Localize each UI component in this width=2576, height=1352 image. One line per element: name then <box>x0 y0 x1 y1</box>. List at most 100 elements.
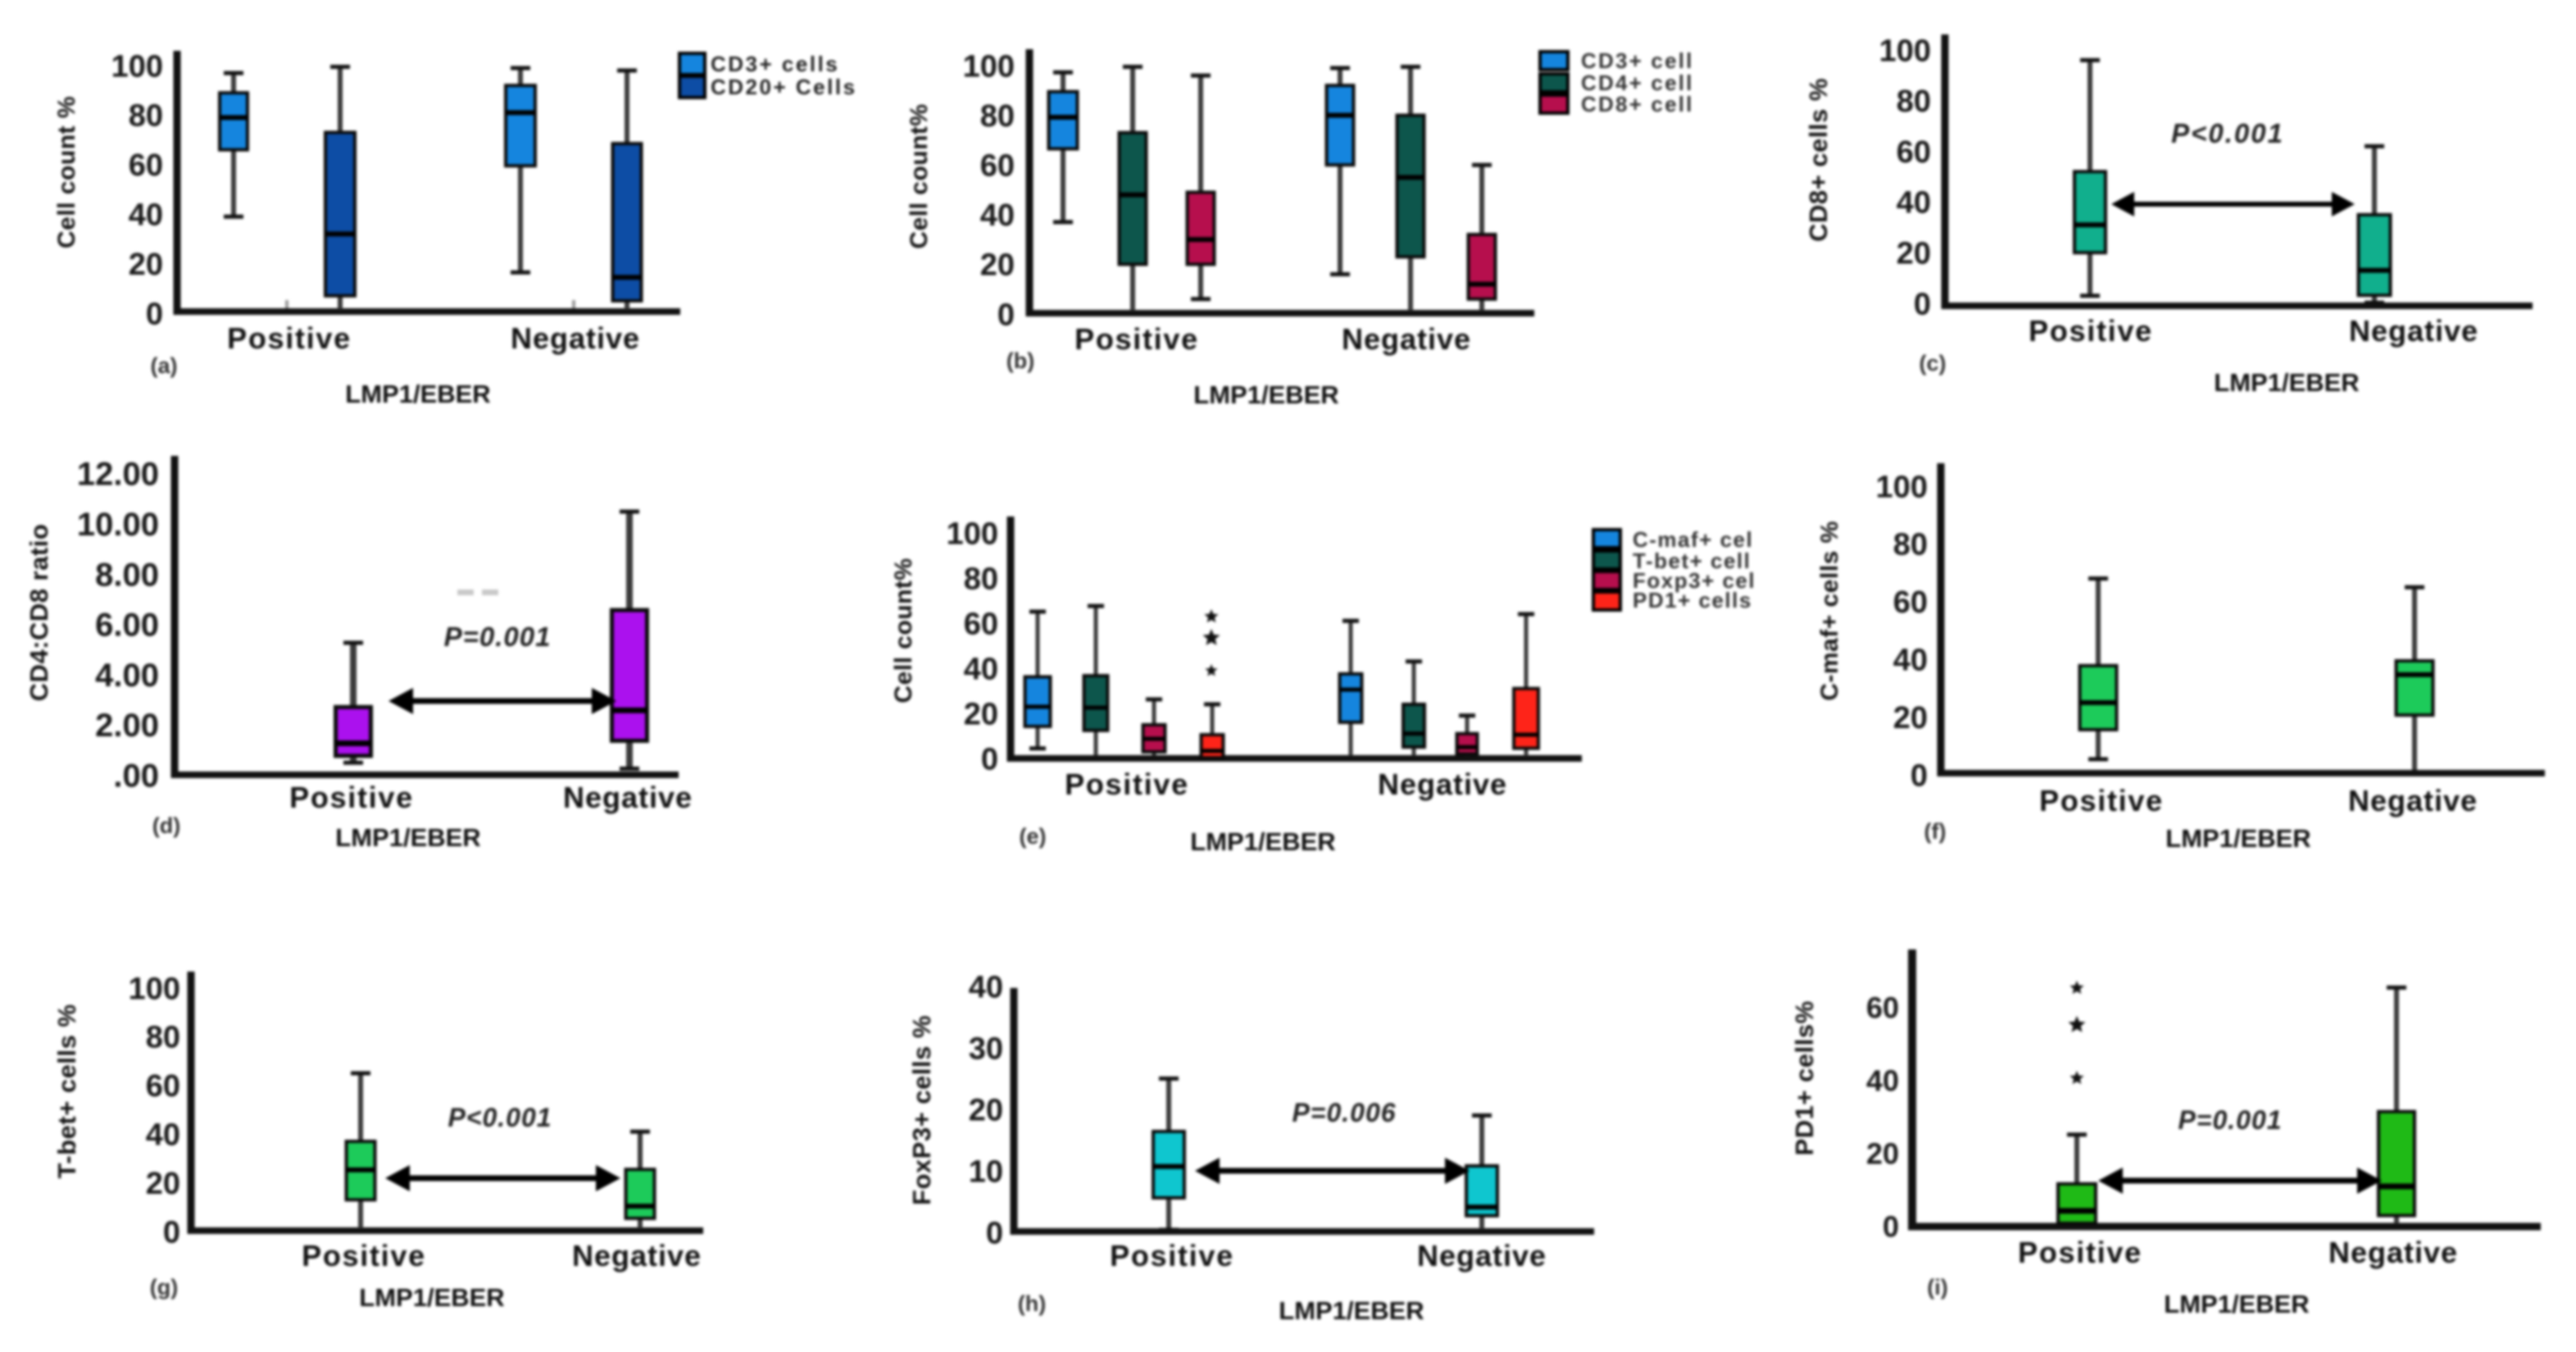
svg-text:12.00: 12.00 <box>77 457 159 493</box>
svg-text:CD4+ cell: CD4+ cell <box>1581 71 1694 95</box>
svg-text:Negative: Negative <box>572 1239 702 1272</box>
svg-text:Positive: Positive <box>2039 784 2164 817</box>
svg-text:Cell count%: Cell count% <box>890 558 917 703</box>
svg-text:20: 20 <box>1893 701 1928 735</box>
svg-text:80: 80 <box>1897 84 1931 119</box>
svg-text:(c): (c) <box>1920 351 1947 376</box>
svg-text:80: 80 <box>1893 528 1928 562</box>
svg-text:LMP1/EBER: LMP1/EBER <box>1193 380 1338 409</box>
svg-text:Negative: Negative <box>563 781 693 814</box>
svg-text:P<0.001: P<0.001 <box>448 1103 552 1132</box>
svg-text:Positive: Positive <box>2029 314 2153 348</box>
svg-text:(d): (d) <box>152 813 180 838</box>
svg-text:0: 0 <box>1914 287 1931 321</box>
svg-text:6.00: 6.00 <box>95 608 159 644</box>
svg-text:40: 40 <box>129 198 163 233</box>
svg-text:Negative: Negative <box>1342 322 1471 356</box>
svg-text:20: 20 <box>1897 237 1931 271</box>
svg-text:LMP1/EBER: LMP1/EBER <box>335 823 480 852</box>
svg-text:Positive: Positive <box>302 1239 426 1272</box>
svg-text:20: 20 <box>969 1093 1003 1127</box>
svg-text:Negative: Negative <box>511 321 640 355</box>
svg-text:Negative: Negative <box>2348 784 2478 817</box>
svg-text:100: 100 <box>963 49 1015 84</box>
svg-text:80: 80 <box>129 99 163 134</box>
svg-text:100: 100 <box>129 972 180 1006</box>
svg-text:100: 100 <box>111 49 163 84</box>
svg-text:CD3+ cells: CD3+ cells <box>711 52 839 76</box>
svg-text:60: 60 <box>129 148 163 183</box>
svg-text:Negative: Negative <box>2349 314 2478 348</box>
svg-text:40: 40 <box>146 1118 180 1153</box>
svg-text:P=0.001: P=0.001 <box>2178 1105 2282 1135</box>
svg-text:CD8+ cell: CD8+ cell <box>1581 92 1694 116</box>
svg-text:100: 100 <box>947 517 998 551</box>
svg-text:60: 60 <box>1897 135 1931 170</box>
svg-text:40: 40 <box>980 198 1015 233</box>
svg-text:20: 20 <box>1866 1137 1899 1171</box>
svg-text:LMP1/EBER: LMP1/EBER <box>345 380 490 408</box>
svg-text:C-maf+ cel: C-maf+ cel <box>1633 527 1753 552</box>
svg-text:FoxP3+ cells %: FoxP3+ cells % <box>907 1015 936 1205</box>
svg-text:40: 40 <box>964 652 998 686</box>
svg-text:T-bet+ cell: T-bet+ cell <box>1633 549 1751 573</box>
svg-text:0: 0 <box>1883 1210 1899 1244</box>
svg-text:80: 80 <box>964 562 998 596</box>
svg-text:60: 60 <box>1893 585 1928 620</box>
svg-text:30: 30 <box>969 1031 1003 1066</box>
svg-text:LMP1/EBER: LMP1/EBER <box>2165 824 2310 853</box>
svg-text:2.00: 2.00 <box>95 708 159 744</box>
svg-text:Negative: Negative <box>1417 1239 1547 1272</box>
svg-text:40: 40 <box>1897 186 1931 221</box>
svg-text:Positive: Positive <box>1074 322 1199 356</box>
svg-text:Positive: Positive <box>1110 1239 1234 1272</box>
svg-text:P<0.001: P<0.001 <box>2171 118 2284 148</box>
svg-text:20: 20 <box>980 248 1015 283</box>
svg-text:Positive: Positive <box>289 781 414 814</box>
svg-text:(b): (b) <box>1006 348 1034 373</box>
svg-text:0: 0 <box>1910 758 1928 793</box>
svg-text:Negative: Negative <box>2328 1236 2458 1269</box>
svg-text:LMP1/EBER: LMP1/EBER <box>2214 368 2359 397</box>
svg-text:.00: .00 <box>113 758 159 794</box>
svg-text:LMP1/EBER: LMP1/EBER <box>1190 827 1335 856</box>
svg-text:(h): (h) <box>1018 1291 1046 1316</box>
svg-text:(f): (f) <box>1924 819 1947 844</box>
svg-text:0: 0 <box>163 1215 180 1250</box>
svg-text:100: 100 <box>1879 34 1931 68</box>
svg-text:C-maf+ cells %: C-maf+ cells % <box>1816 521 1843 701</box>
svg-text:8.00: 8.00 <box>95 557 159 593</box>
svg-text:PD1+ cells%: PD1+ cells% <box>1790 1000 1819 1155</box>
svg-text:P=0.001: P=0.001 <box>444 621 552 652</box>
svg-text:Negative: Negative <box>1378 767 1507 801</box>
svg-text:Cell count %: Cell count % <box>53 96 80 248</box>
svg-text:(i): (i) <box>1927 1275 1947 1300</box>
svg-text:CD20+ Cells: CD20+ Cells <box>711 75 857 99</box>
svg-text:60: 60 <box>964 607 998 641</box>
svg-text:4.00: 4.00 <box>95 658 159 694</box>
svg-text:0: 0 <box>146 297 163 331</box>
svg-text:10.00: 10.00 <box>77 507 159 543</box>
svg-text:40: 40 <box>1866 1064 1899 1098</box>
svg-text:20: 20 <box>964 697 998 731</box>
svg-text:60: 60 <box>146 1069 180 1104</box>
svg-text:100: 100 <box>1876 470 1928 504</box>
svg-text:CD3+ cell: CD3+ cell <box>1581 48 1694 73</box>
svg-text:20: 20 <box>146 1167 180 1201</box>
svg-text:LMP1/EBER: LMP1/EBER <box>1279 1296 1424 1325</box>
svg-text:(a): (a) <box>151 353 178 378</box>
svg-text:P=0.006: P=0.006 <box>1292 1098 1396 1127</box>
svg-text:Positive: Positive <box>1065 767 1189 801</box>
svg-text:80: 80 <box>146 1021 180 1055</box>
svg-text:CD8+ cells %: CD8+ cells % <box>1804 78 1833 242</box>
svg-text:Positive: Positive <box>227 321 352 355</box>
svg-text:(g): (g) <box>150 1275 178 1300</box>
svg-text:T-bet+ cells %: T-bet+ cells % <box>52 1004 81 1179</box>
svg-text:LMP1/EBER: LMP1/EBER <box>359 1283 504 1312</box>
svg-text:0: 0 <box>997 298 1015 332</box>
svg-text:0: 0 <box>986 1216 1003 1250</box>
svg-text:PD1+ cells: PD1+ cells <box>1633 588 1752 612</box>
svg-text:60: 60 <box>1866 991 1899 1025</box>
svg-text:20: 20 <box>129 248 163 282</box>
svg-text:40: 40 <box>969 970 1003 1004</box>
